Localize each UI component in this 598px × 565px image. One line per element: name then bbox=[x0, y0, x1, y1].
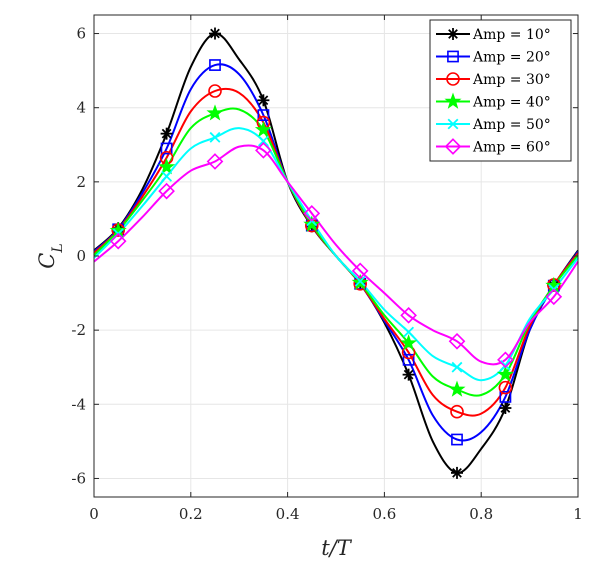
y-tick-label: 4 bbox=[76, 99, 86, 117]
series-1-point bbox=[257, 94, 270, 107]
series-5-point bbox=[451, 361, 463, 373]
series-5-point bbox=[161, 170, 173, 182]
series-6-point bbox=[206, 153, 224, 170]
legend: Amp = 10° Amp = 20° Amp = 30° Amp = 40° Amp … bbox=[429, 19, 572, 162]
legend-entry-5: Amp = 50° bbox=[472, 117, 551, 133]
series-1-point bbox=[402, 368, 415, 381]
series-3-point bbox=[450, 404, 464, 419]
y-tick-label: -6 bbox=[71, 469, 86, 487]
series-5-point bbox=[403, 326, 415, 338]
series-1-point bbox=[160, 127, 173, 140]
series-1-point bbox=[499, 402, 512, 415]
series-1-point bbox=[209, 27, 221, 40]
series-2-point bbox=[451, 433, 463, 446]
x-tick-label: 0.6 bbox=[372, 505, 396, 523]
legend-entry-3: Amp = 30° bbox=[472, 72, 551, 88]
y-tick-label: 2 bbox=[76, 173, 86, 191]
series-line-6 bbox=[93, 144, 579, 366]
series-5-point bbox=[499, 359, 511, 371]
svg-text:CL: CL bbox=[35, 243, 66, 268]
series-6-point bbox=[303, 205, 321, 222]
y-tick-label: 0 bbox=[76, 247, 86, 265]
legend-marker-2 bbox=[447, 50, 459, 63]
series-3-point bbox=[208, 84, 222, 98]
series-1-point bbox=[451, 466, 463, 479]
series-4-point bbox=[206, 104, 224, 121]
legend-marker-6 bbox=[444, 138, 462, 155]
y-tick-label: -2 bbox=[71, 321, 86, 339]
series-2-point bbox=[402, 353, 415, 366]
series-6-point bbox=[400, 306, 417, 324]
legend-entry-1: Amp = 10° bbox=[472, 27, 551, 43]
legend-entry-2: Amp = 20° bbox=[472, 50, 551, 66]
series-6-point bbox=[158, 182, 175, 200]
series-2-point bbox=[160, 142, 173, 155]
series-2-point bbox=[499, 390, 512, 403]
series-2-point bbox=[209, 59, 221, 71]
legend-marker-3 bbox=[446, 72, 460, 86]
series-4-point bbox=[448, 380, 466, 397]
series-4-point bbox=[254, 120, 272, 138]
legend-entry-4: Amp = 40° bbox=[472, 95, 551, 111]
series-6-point bbox=[497, 351, 514, 369]
x-tick-label: 0.8 bbox=[469, 505, 493, 523]
legend-marker-5 bbox=[447, 118, 459, 130]
x-tick-label: 0.4 bbox=[276, 505, 300, 523]
series-6-point bbox=[351, 262, 369, 280]
legend-marker-4 bbox=[444, 92, 462, 109]
legend-marker-1 bbox=[447, 28, 459, 40]
x-axis-label: t/T bbox=[321, 536, 353, 560]
tick-labels: 0 0.2 0.4 0.6 0.8 1 -6 -4 -2 0 2 4 6 bbox=[71, 25, 582, 523]
series-6-point bbox=[545, 288, 563, 306]
series-5-point bbox=[257, 135, 269, 147]
series-6-point bbox=[448, 332, 466, 350]
y-tick-label: 6 bbox=[76, 25, 86, 43]
series-4-point bbox=[303, 215, 321, 232]
series-6-point bbox=[109, 232, 127, 250]
y-axis-label: CL bbox=[35, 243, 66, 268]
legend-entry-6: Amp = 60° bbox=[472, 140, 551, 156]
series-5-point bbox=[209, 131, 221, 143]
y-tick-label: -4 bbox=[71, 395, 86, 413]
series-markers bbox=[109, 27, 563, 479]
x-tick-label: 0 bbox=[89, 505, 99, 523]
series-4-point bbox=[400, 334, 418, 351]
x-tick-label: 1 bbox=[573, 505, 583, 523]
axis-ticks bbox=[93, 15, 579, 497]
series-2-point bbox=[257, 109, 270, 122]
series-3-point bbox=[498, 380, 513, 395]
series-6-point bbox=[255, 141, 272, 159]
legend-box bbox=[429, 19, 572, 162]
series-4-point bbox=[158, 157, 176, 175]
x-tick-label: 0.2 bbox=[179, 505, 203, 523]
series-4-point bbox=[496, 365, 514, 382]
series-5-point bbox=[354, 275, 366, 287]
